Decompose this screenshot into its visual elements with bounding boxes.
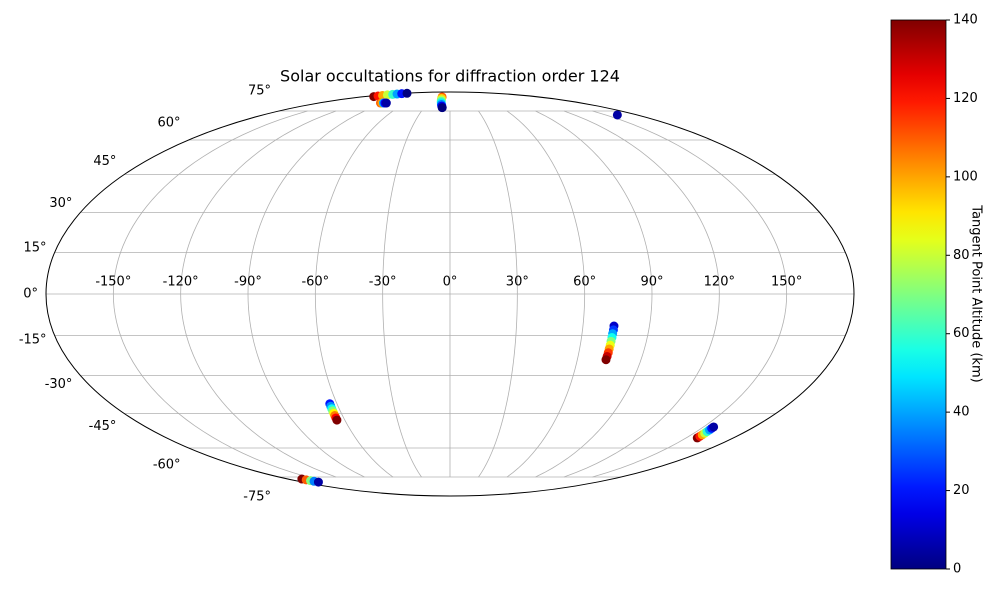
x-tick-label: -60° (301, 275, 329, 290)
grid-line (563, 110, 720, 478)
y-tick-label: -45° (89, 419, 117, 434)
y-tick-label: -30° (45, 377, 73, 392)
grid-line (506, 110, 586, 478)
grid-line (592, 110, 788, 478)
data-point (313, 477, 323, 487)
chart-title: Solar occultations for diffraction order… (280, 67, 620, 86)
colorbar-tick-label: 60 (953, 326, 970, 341)
colorbar-tick-label: 40 (953, 405, 970, 420)
grid-line (180, 110, 337, 478)
colorbar-tick-label: 140 (953, 13, 978, 28)
data-point (437, 103, 447, 113)
colorbar-tick-label: 100 (953, 169, 978, 184)
colorbar (890, 19, 947, 570)
data-point (612, 110, 622, 120)
y-tick-label: 30° (49, 196, 72, 211)
y-tick-label: 60° (158, 116, 181, 131)
map-boundary (45, 91, 855, 497)
x-tick-label: 0° (443, 275, 458, 290)
colorbar-label: Tangent Point Altitude (km) (969, 204, 984, 382)
colorbar-tick-label: 120 (953, 91, 978, 106)
y-tick-label: 45° (93, 154, 116, 169)
x-tick-label: -150° (95, 275, 131, 290)
x-tick-label: 150° (771, 275, 802, 290)
y-tick-label: -60° (153, 457, 181, 472)
grid-line (112, 110, 308, 478)
x-tick-label: -90° (234, 275, 262, 290)
colorbar-tick-label: 0 (953, 562, 961, 577)
x-tick-label: -30° (369, 275, 397, 290)
grid-line (247, 110, 365, 478)
colorbar-tick-label: 80 (953, 248, 970, 263)
data-point (381, 98, 391, 108)
y-tick-label: 75° (248, 83, 271, 98)
y-tick-label: 15° (24, 241, 47, 256)
grid-line (478, 110, 518, 478)
y-tick-label: 0° (23, 287, 38, 302)
x-tick-label: 90° (640, 275, 663, 290)
y-tick-label: -75° (243, 490, 271, 505)
x-tick-label: 30° (506, 275, 529, 290)
data-point (332, 415, 342, 425)
x-tick-label: 60° (573, 275, 596, 290)
x-tick-label: 120° (704, 275, 735, 290)
grid-line (314, 110, 394, 478)
grid-line (535, 110, 653, 478)
x-tick-label: -120° (163, 275, 199, 290)
data-point (601, 355, 611, 365)
data-point (709, 422, 719, 432)
y-tick-label: -15° (19, 332, 47, 347)
grid-line (382, 110, 422, 478)
colorbar-tick-label: 20 (953, 483, 970, 498)
data-point (402, 88, 412, 98)
